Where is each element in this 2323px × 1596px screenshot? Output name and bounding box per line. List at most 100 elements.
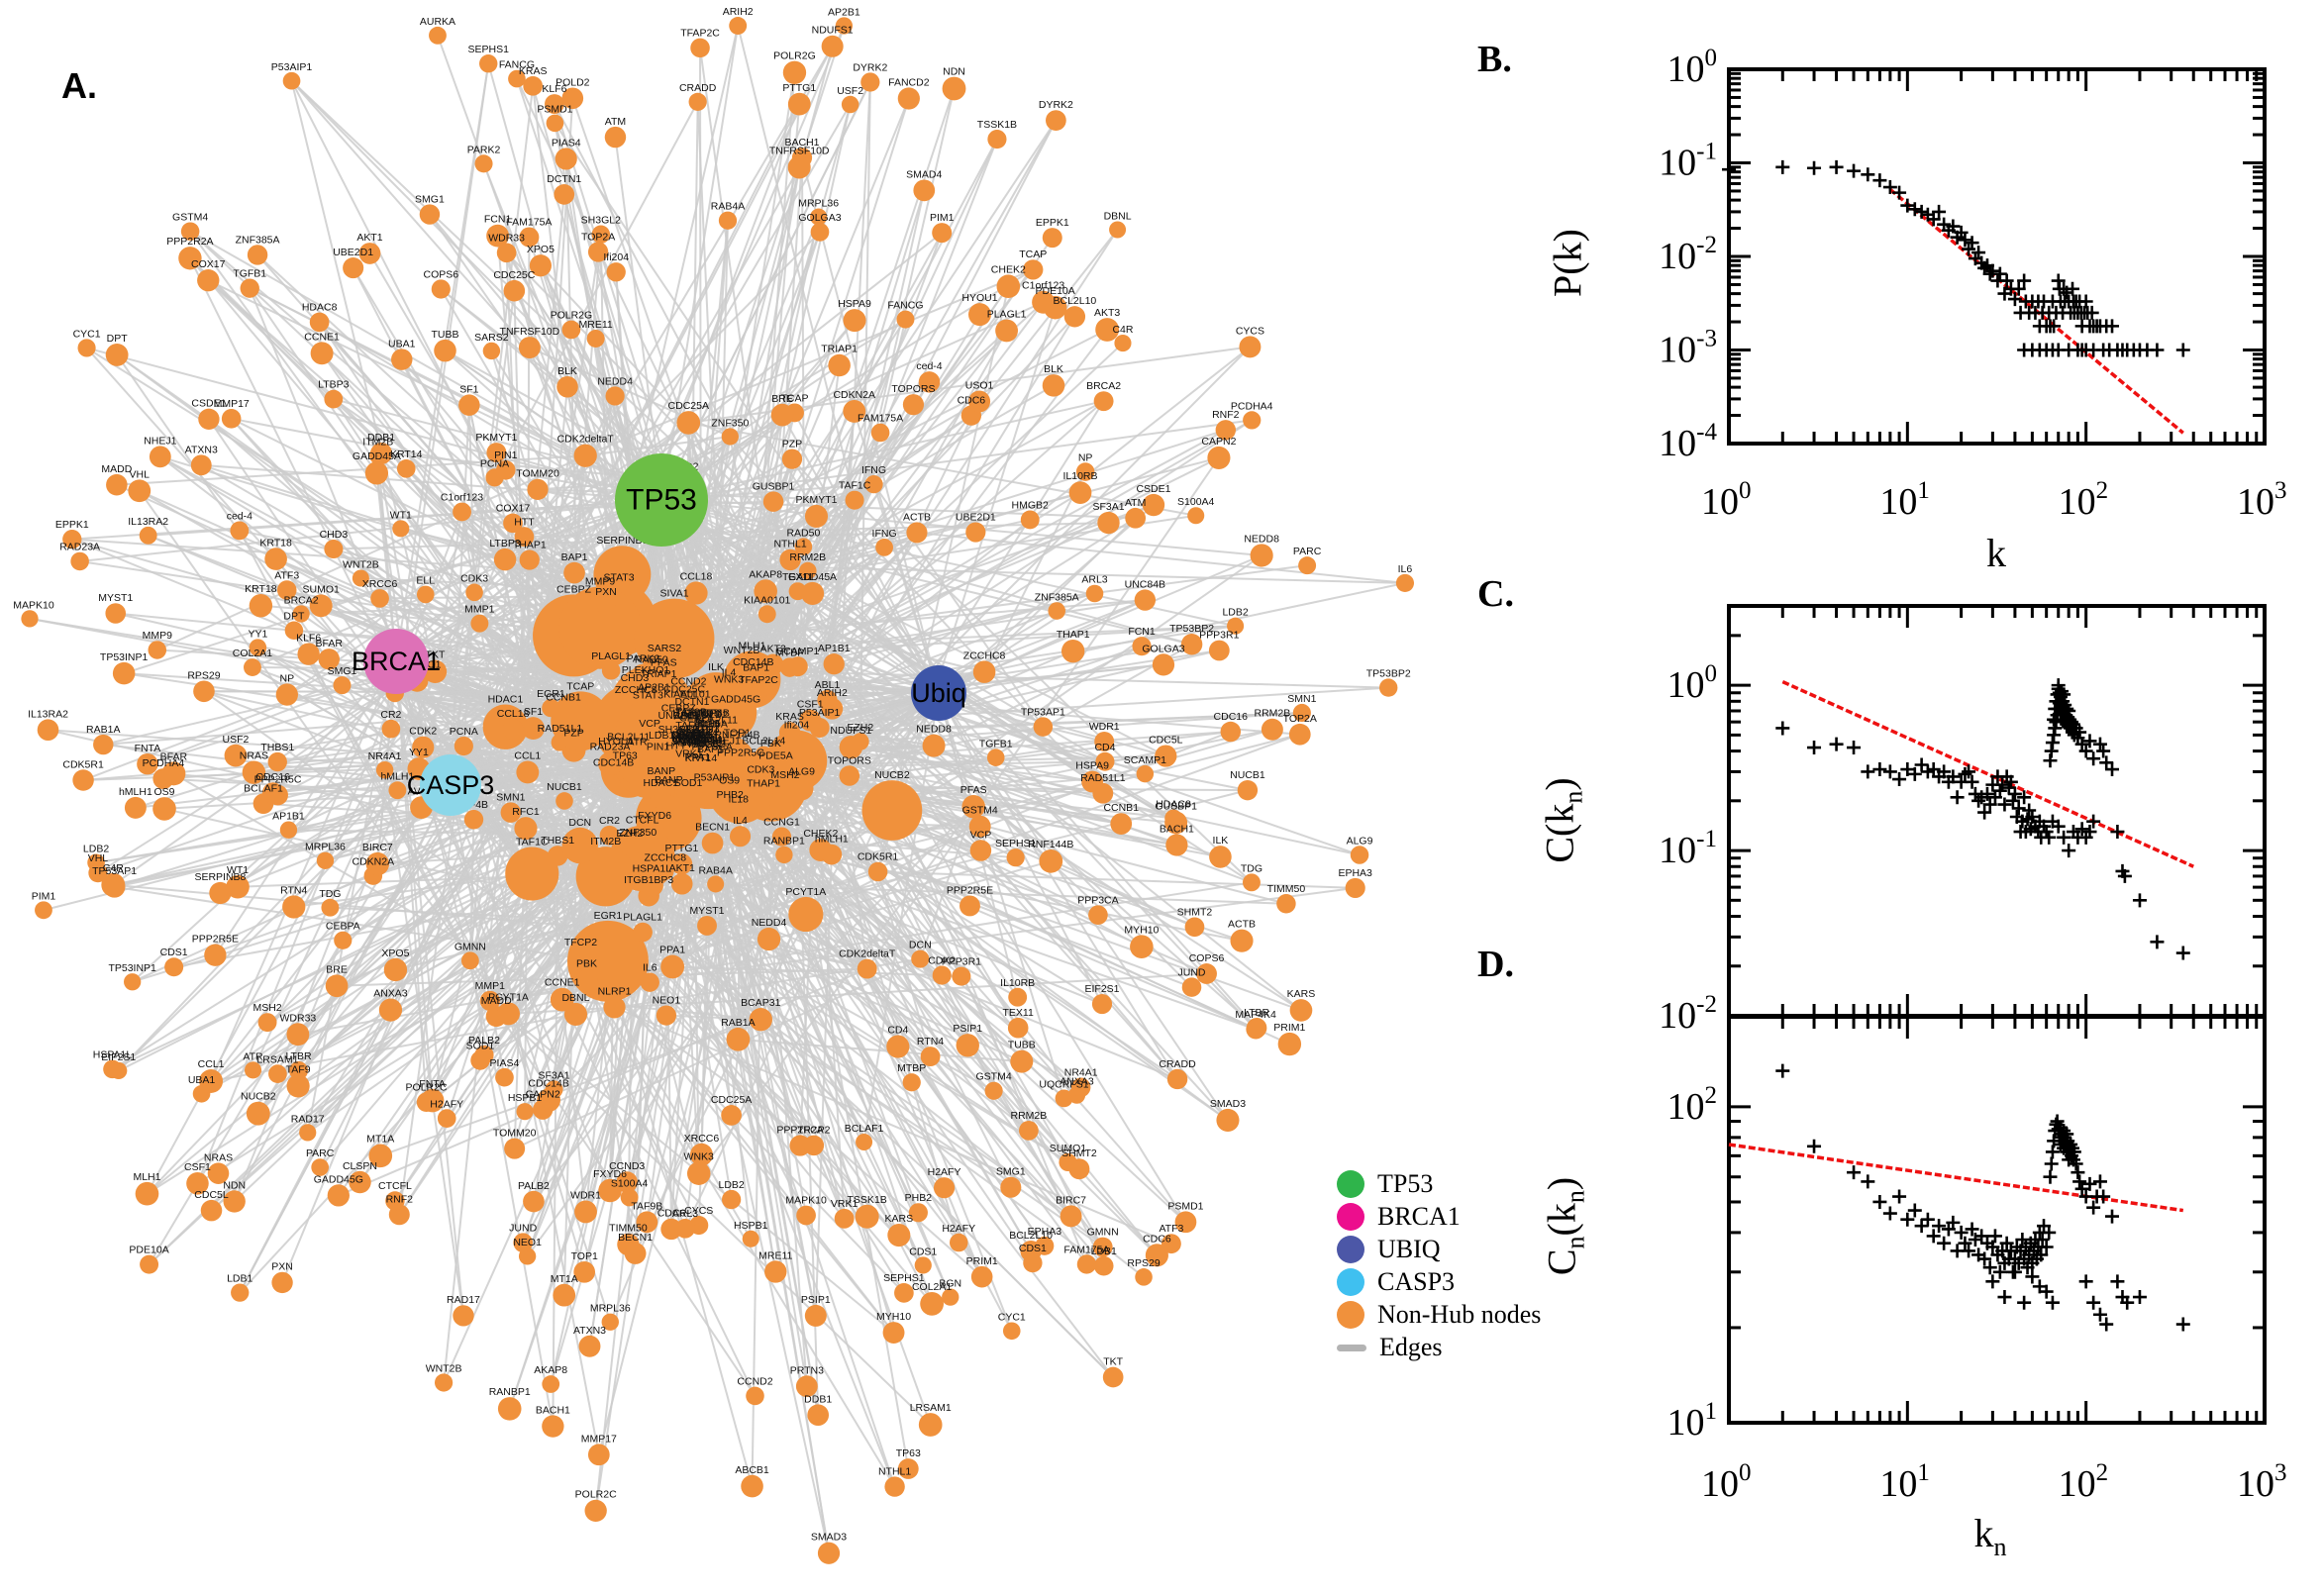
scatter-point bbox=[2150, 935, 2165, 949]
legend-item-brca1: BRCA1 bbox=[1337, 1203, 1541, 1231]
tick-labels: 100 101 102 103 100 10-1 10-2 10-3 10-4 bbox=[1659, 45, 2286, 523]
network-edge bbox=[239, 529, 607, 608]
y-tick-label: 100 bbox=[1667, 45, 1718, 90]
scatter-point bbox=[2099, 1317, 2114, 1332]
network-edge bbox=[659, 787, 933, 1305]
scatter-point bbox=[2043, 1169, 2058, 1184]
x-tick-label: 101 bbox=[1879, 477, 1930, 523]
fit-line bbox=[1728, 1143, 2184, 1213]
y-tick-label: 10-3 bbox=[1659, 326, 1717, 371]
x-tick-label: 100 bbox=[1701, 1459, 1752, 1505]
scatter-point bbox=[1775, 721, 1790, 736]
x-tick-label: 101 bbox=[1879, 1459, 1930, 1505]
network-edge bbox=[876, 871, 932, 1057]
network-edge bbox=[872, 483, 1045, 728]
scatter-point bbox=[2110, 825, 2125, 840]
legend-label: UBIQ bbox=[1377, 1235, 1441, 1263]
scatter-point bbox=[2175, 1317, 2190, 1332]
scatter-point bbox=[2110, 1274, 2125, 1289]
scatter-point bbox=[1987, 1229, 2002, 1244]
plot-frame bbox=[1727, 1015, 2267, 1425]
y-tick-label: 100 bbox=[1667, 660, 1718, 706]
network-edge bbox=[802, 88, 956, 548]
scatter-point bbox=[2078, 1274, 2093, 1289]
axis-ticks bbox=[1727, 67, 2267, 446]
network-edge bbox=[667, 818, 830, 1553]
network-edge bbox=[877, 870, 1356, 889]
network-edge bbox=[819, 400, 1105, 851]
scatter-points bbox=[1775, 1063, 2190, 1332]
network-edge bbox=[203, 690, 582, 960]
legend-label: CASP3 bbox=[1377, 1267, 1456, 1296]
network-edge bbox=[238, 530, 491, 1002]
scatter-point bbox=[1775, 1063, 1790, 1078]
scatter-point bbox=[1829, 159, 1844, 174]
network-edge bbox=[496, 235, 662, 501]
scatter-points bbox=[1722, 159, 2190, 357]
axis-ticks bbox=[1727, 1017, 2267, 1425]
panel-label-a: A. bbox=[61, 65, 97, 106]
scatter-point bbox=[2017, 1295, 2032, 1310]
chart-c: 100 10-1 10-2 bbox=[1659, 604, 2267, 1037]
network-edge bbox=[916, 531, 1406, 584]
scatter-point bbox=[1907, 1203, 1922, 1218]
scatter-point bbox=[1965, 774, 1979, 789]
network-edge bbox=[784, 788, 868, 969]
network-edge bbox=[97, 571, 575, 874]
scatter-point bbox=[1775, 159, 1790, 174]
network-edge bbox=[290, 80, 799, 592]
scatter-point bbox=[2045, 1295, 2060, 1310]
scatter-point bbox=[1968, 786, 1982, 801]
network-edge bbox=[668, 817, 980, 828]
scatter-point bbox=[1914, 757, 1929, 772]
network-edge bbox=[393, 692, 498, 1017]
network-edge bbox=[398, 746, 465, 1215]
scatter-point bbox=[1882, 1206, 1897, 1221]
network-edge bbox=[399, 63, 490, 676]
panel-label-c: C. bbox=[1477, 573, 1514, 615]
y-tick-label: 10-2 bbox=[1659, 232, 1717, 277]
legend-item-casp3: CASP3 bbox=[1337, 1268, 1541, 1296]
network-edge bbox=[605, 875, 1023, 1063]
scatter-point bbox=[1872, 173, 1887, 188]
network-edge bbox=[876, 307, 1057, 872]
y-tick-label: 102 bbox=[1667, 1082, 1718, 1128]
network-edge bbox=[791, 457, 1104, 794]
x-axis-label-d: kn bbox=[1973, 1511, 2007, 1561]
network-edge bbox=[706, 924, 867, 970]
scatter-points bbox=[1775, 678, 2190, 960]
x-tick-label: 102 bbox=[2059, 1459, 2109, 1505]
scatter-point bbox=[1807, 1139, 1822, 1153]
edge-line-icon bbox=[1337, 1344, 1366, 1351]
scatter-point bbox=[2096, 744, 2111, 758]
network-edge bbox=[71, 538, 575, 574]
scatter-point bbox=[1985, 1274, 2000, 1289]
scatter-point bbox=[1872, 762, 1887, 777]
scatter-point bbox=[1892, 1189, 1907, 1204]
scatter-point bbox=[2175, 946, 2190, 960]
network-edge bbox=[208, 418, 396, 694]
scatter-point bbox=[1965, 1222, 1979, 1237]
scatter-point bbox=[2150, 343, 2165, 357]
network-edge bbox=[468, 960, 555, 1427]
network-edge bbox=[865, 968, 1032, 1252]
network-edge bbox=[691, 364, 841, 720]
legend-label: BRCA1 bbox=[1377, 1202, 1461, 1231]
scatter-point bbox=[1872, 1194, 1887, 1209]
x-axis-label-b: k bbox=[1986, 531, 2006, 575]
scatter-point bbox=[2092, 1307, 2107, 1322]
network-edge bbox=[290, 80, 437, 672]
network-edge bbox=[462, 746, 600, 1455]
scatter-point bbox=[2132, 1290, 2147, 1305]
network-edge bbox=[883, 330, 1008, 549]
legend-item-tp53: TP53 bbox=[1337, 1170, 1541, 1198]
network-edge bbox=[489, 1000, 932, 1426]
scatter-point bbox=[2044, 1156, 2059, 1171]
y-tick-label: 101 bbox=[1667, 1398, 1718, 1444]
network-edge bbox=[416, 329, 1108, 682]
tick-labels: 100 101 102 103 102 101 bbox=[1667, 1082, 2287, 1505]
y-axis-label-b: P(k) bbox=[1545, 229, 1590, 297]
x-tick-label: 102 bbox=[2059, 477, 2109, 523]
